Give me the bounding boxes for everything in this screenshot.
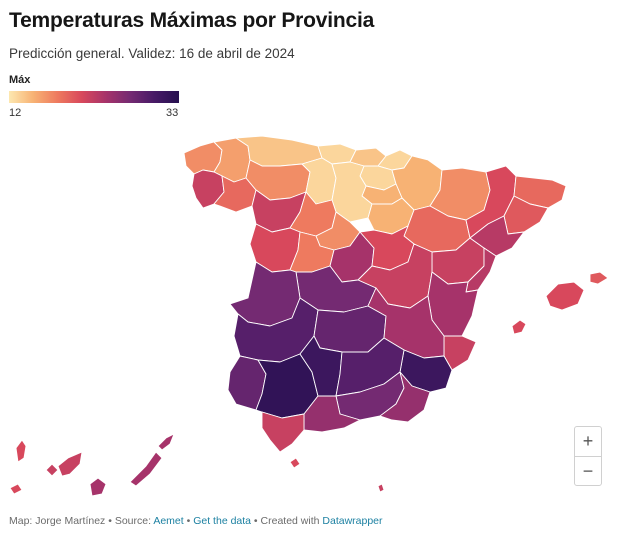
chart-subtitle: Predicción general. Validez: 16 de abril… [9,46,295,61]
map-credit: Map: Jorge Martínez [9,515,106,527]
zoom-in-button[interactable]: + [582,431,594,451]
province-la-palma[interactable] [15,439,27,463]
get-data-link[interactable]: Get the data [193,515,252,527]
province-tenerife[interactable] [57,451,83,477]
legend-min-label: 12 [9,107,22,119]
footer-separator: • [105,515,115,527]
legend-title: Máx [9,74,31,86]
province-tarragona[interactable] [469,215,525,257]
province-ceuta[interactable] [289,457,301,469]
datawrapper-link[interactable]: Datawrapper [322,515,383,527]
province-ourense[interactable] [213,175,257,213]
chart-title: Temperaturas Máximas por Provincia [9,9,375,32]
province-ciudad-real[interactable] [313,305,387,353]
zoom-out-button[interactable]: − [582,461,594,481]
province-menorca[interactable] [589,271,609,285]
spain-province-map[interactable] [0,120,619,500]
zoom-divider [575,456,601,457]
zoom-controls: + − [574,426,602,486]
footer: Map: Jorge Martínez • Source: Aemet • Ge… [9,515,383,527]
source-link[interactable]: Aemet [153,515,184,527]
created-label: Created with [260,515,323,527]
legend-color-scale [9,91,179,103]
province-almeria[interactable] [379,371,431,423]
province-hierro[interactable] [9,483,23,495]
footer-separator: • [251,515,261,527]
province-fuerteventura[interactable] [129,451,163,487]
province-melilla[interactable] [377,483,385,493]
province-cadiz[interactable] [261,411,305,453]
province-lanzarote[interactable] [157,433,175,451]
footer-separator: • [183,515,194,527]
legend-max-label: 33 [166,107,179,119]
source-label: Source: [114,515,154,527]
province-mallorca[interactable] [545,281,585,311]
province-gomera[interactable] [45,463,59,477]
province-malaga[interactable] [303,395,361,433]
province-gran-canaria[interactable] [89,477,107,497]
province-ibiza[interactable] [511,319,527,335]
